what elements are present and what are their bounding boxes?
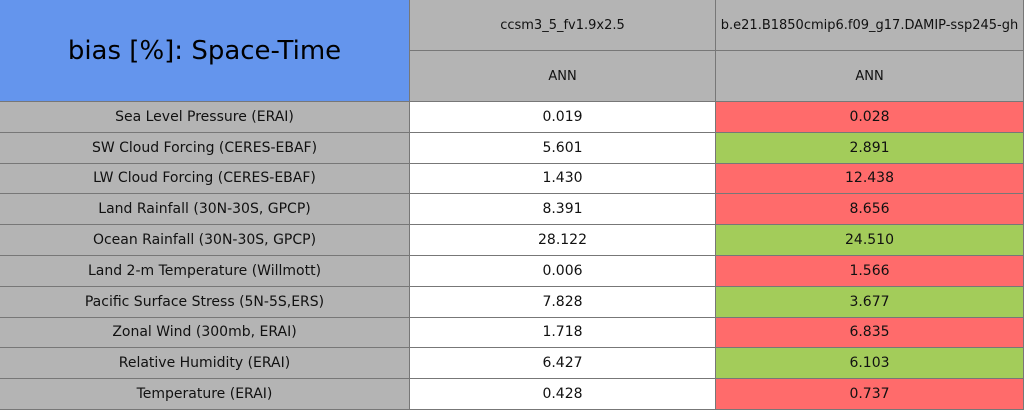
row-label: Temperature (ERAI) (0, 379, 410, 410)
row-label: LW Cloud Forcing (CERES-EBAF) (0, 163, 410, 195)
value-cell: 6.427 (410, 348, 716, 380)
value-cell: 28.122 (410, 225, 716, 256)
value-cell: 8.391 (410, 194, 716, 226)
value-cell: 2.891 (716, 132, 1024, 164)
value-cell: 0.028 (716, 102, 1024, 133)
value-cell: 0.019 (410, 102, 716, 133)
value-cell: 0.737 (716, 379, 1024, 410)
row-label: Land 2-m Temperature (Willmott) (0, 255, 410, 287)
value-cell: 5.601 (410, 132, 716, 164)
row-label: Zonal Wind (300mb, ERAI) (0, 317, 410, 349)
value-cell: 1.566 (716, 255, 1024, 287)
column-subheader: ANN (410, 51, 716, 102)
value-cell: 24.510 (716, 225, 1024, 256)
value-cell: 8.656 (716, 194, 1024, 226)
row-label: Land Rainfall (30N-30S, GPCP) (0, 194, 410, 226)
row-label: Sea Level Pressure (ERAI) (0, 102, 410, 133)
value-cell: 6.103 (716, 348, 1024, 380)
value-cell: 3.677 (716, 286, 1024, 318)
value-cell: 7.828 (410, 286, 716, 318)
row-label: SW Cloud Forcing (CERES-EBAF) (0, 132, 410, 164)
column-header: b.e21.B1850cmip6.f09_g17.DAMIP-ssp245-gh (716, 0, 1024, 51)
value-cell: 0.428 (410, 379, 716, 410)
column-header: ccsm3_5_fv1.9x2.5 (410, 0, 716, 51)
column-subheader: ANN (716, 51, 1024, 102)
row-label: Ocean Rainfall (30N-30S, GPCP) (0, 225, 410, 256)
row-label: Relative Humidity (ERAI) (0, 348, 410, 380)
table-title: bias [%]: Space-Time (0, 0, 410, 102)
value-cell: 0.006 (410, 255, 716, 287)
value-cell: 1.718 (410, 317, 716, 349)
value-cell: 12.438 (716, 163, 1024, 195)
row-label: Pacific Surface Stress (5N-5S,ERS) (0, 286, 410, 318)
value-cell: 1.430 (410, 163, 716, 195)
value-cell: 6.835 (716, 317, 1024, 349)
